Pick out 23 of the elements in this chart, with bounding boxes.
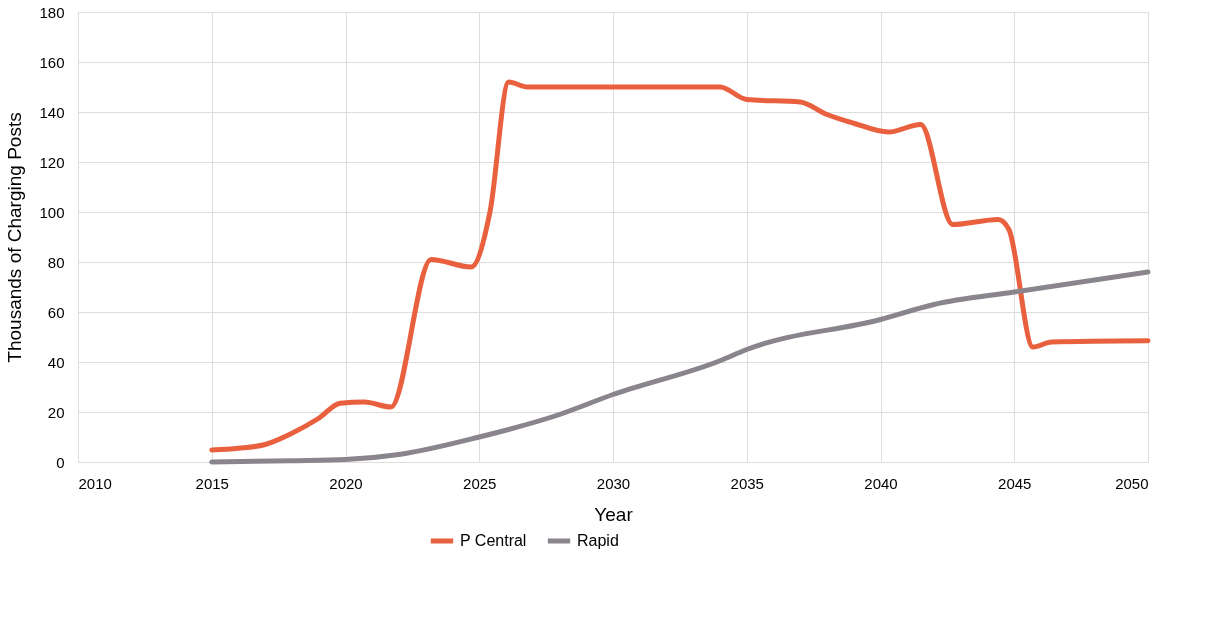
y-tick-label: 180 [39,3,65,21]
x-tick-label: 2040 [864,474,898,492]
x-tick-label: 2050 [1115,474,1149,492]
x-axis-title: Year [594,503,634,525]
legend-label: Rapid [577,532,619,549]
x-tick-label: 2045 [998,474,1032,492]
x-tick-label: 2025 [463,474,497,492]
x-tick-label: 2020 [329,474,363,492]
y-tick-label: 0 [56,453,65,471]
y-tick-label: 140 [39,103,65,121]
y-tick-label: 100 [39,203,65,221]
y-tick-label: 40 [47,353,65,371]
legend-label: P Central [460,532,527,549]
y-axis-title: Thousands of Charging Posts [4,112,26,363]
y-tick-label: 160 [39,53,65,71]
x-tick-label: 2030 [596,474,631,492]
y-tick-label: 80 [47,253,65,271]
x-tick-label: 2035 [730,474,764,492]
x-tick-label: 2010 [78,474,112,492]
y-tick-label: 20 [47,403,65,421]
x-tick-label: 2015 [195,474,229,492]
y-tick-label: 120 [39,153,65,171]
y-tick-label: 60 [47,303,65,321]
